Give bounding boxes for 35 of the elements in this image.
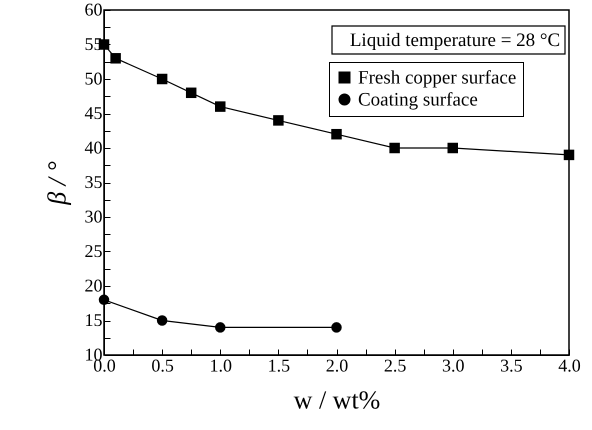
y-tick-label: 50	[84, 68, 102, 88]
point	[448, 142, 458, 154]
x-tick-label: 2.5	[384, 356, 406, 376]
y-tick-label: 15	[84, 310, 102, 330]
point	[186, 88, 196, 98]
point	[98, 294, 110, 306]
x-tick-label: 3.0	[442, 356, 464, 376]
y-tick-label: 20	[84, 276, 102, 296]
point	[156, 315, 168, 326]
point	[389, 142, 400, 154]
y-tick-label: 45	[84, 103, 102, 123]
y-tick-label: 60	[84, 0, 102, 20]
legend-label: Fresh copper surface	[358, 68, 516, 88]
point	[110, 53, 121, 64]
x-tick-label: 1.0	[210, 356, 232, 376]
point	[273, 115, 284, 126]
point	[564, 150, 574, 160]
annotation: Liquid temperature = 28 °C	[350, 30, 560, 51]
x-tick-label: 0.5	[151, 356, 174, 376]
point	[331, 322, 342, 333]
x-tick-label: 3.5	[500, 356, 523, 376]
y-tick-label: 30	[84, 206, 102, 226]
x-tick-label: 2.0	[326, 356, 348, 376]
y-axis-title: β / °	[42, 161, 72, 206]
y-tick-label: 25	[84, 241, 102, 261]
legend-label: Coating surface	[358, 90, 478, 110]
y-tick-label: 40	[84, 138, 102, 158]
point	[156, 74, 168, 84]
x-tick-label: 1.5	[268, 356, 290, 376]
point	[331, 128, 342, 140]
point	[215, 322, 226, 333]
y-tick-label: 35	[84, 172, 102, 192]
point	[215, 101, 226, 112]
x-tick-label: 4.0	[558, 356, 581, 376]
x-axis-title: w / wt%	[294, 386, 380, 414]
